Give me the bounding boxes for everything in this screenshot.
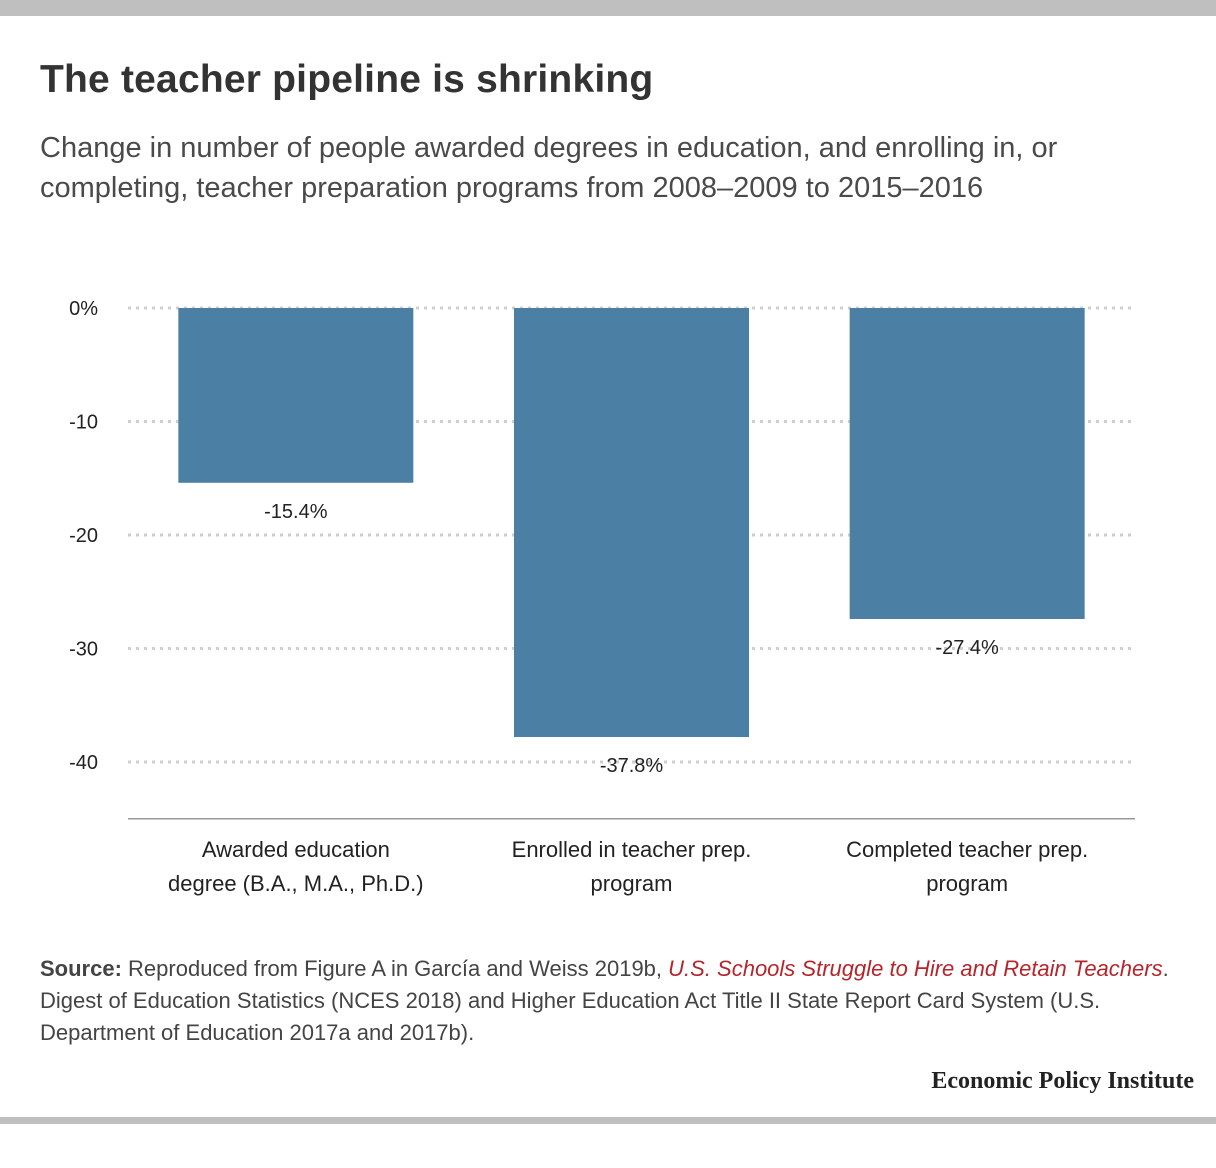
y-tick-label: -20 bbox=[69, 525, 98, 547]
y-tick-label: 0% bbox=[69, 298, 98, 320]
x-tick-label-line: Enrolled in teacher prep. bbox=[512, 837, 752, 862]
y-tick-label: -10 bbox=[69, 412, 98, 434]
chart-title: The teacher pipeline is shrinking bbox=[40, 58, 654, 101]
data-label: -37.8% bbox=[600, 755, 664, 777]
x-tick-label: Awarded education degree (B.A., M.A., Ph.… bbox=[168, 837, 424, 896]
data-label: -15.4% bbox=[264, 501, 328, 523]
x-tick-label-line: program bbox=[591, 871, 673, 896]
brand-logo: Economic Policy Institute bbox=[931, 1068, 1194, 1094]
x-tick-label: Enrolled in teacher prep. program bbox=[512, 837, 752, 896]
bar-chart: 0% -10 -20 -30 -40 -15.4% Awarded education deg… bbox=[69, 298, 1135, 896]
y-tick-label: -40 bbox=[69, 752, 98, 774]
source-text-after: . Digest of Education Statistics (NCES 2… bbox=[40, 956, 1169, 1045]
source-note: Source: Reproduced from Figure A in Garc… bbox=[40, 953, 1180, 1049]
bar bbox=[849, 308, 1085, 619]
source-link[interactable]: U.S. Schools Struggle to Hire and Retain… bbox=[668, 956, 1163, 981]
bar bbox=[178, 308, 414, 483]
y-tick-label: -30 bbox=[69, 639, 98, 661]
x-tick-label-line: degree (B.A., M.A., Ph.D.) bbox=[168, 871, 424, 896]
chart-subtitle: Change in number of people awarded degre… bbox=[40, 132, 1058, 204]
top-border bbox=[0, 0, 1216, 16]
bar bbox=[514, 308, 749, 738]
x-tick-label-line: Awarded education bbox=[202, 837, 390, 862]
x-tick-label-line: Completed teacher prep. bbox=[846, 837, 1088, 862]
bottom-border bbox=[0, 1117, 1216, 1124]
source-label: Source: bbox=[40, 956, 122, 981]
x-tick-label-line: program bbox=[926, 871, 1008, 896]
data-label: -27.4% bbox=[935, 637, 999, 659]
x-tick-label: Completed teacher prep. program bbox=[846, 837, 1088, 896]
source-text-before: Reproduced from Figure A in García and W… bbox=[121, 956, 669, 981]
